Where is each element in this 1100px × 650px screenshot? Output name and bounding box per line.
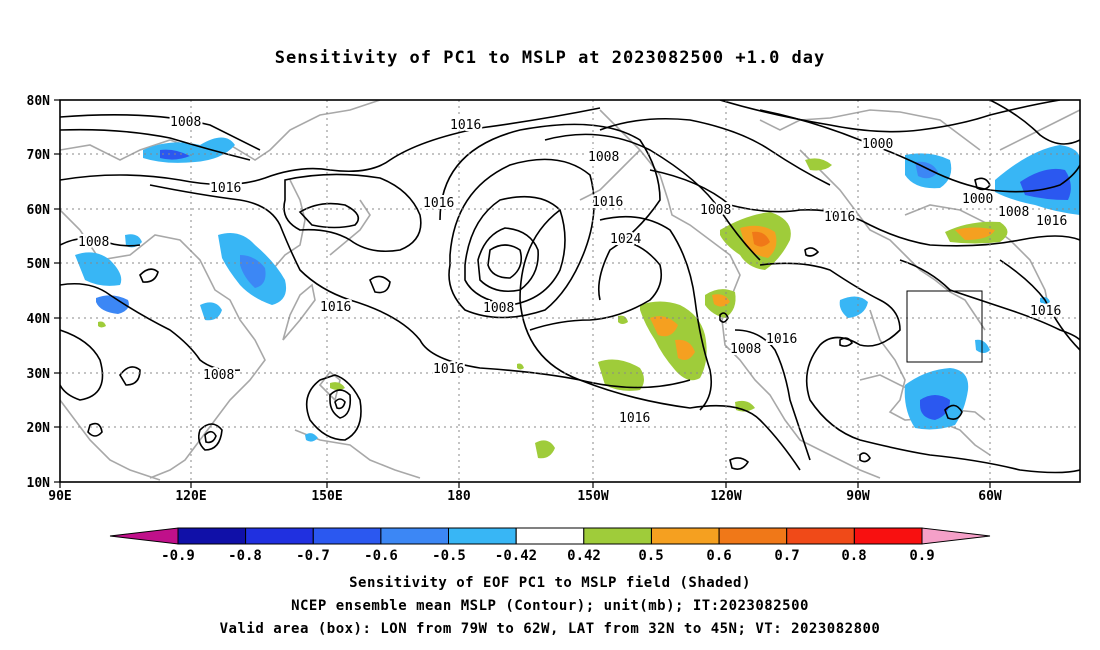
colorbar-boxes: [177, 527, 923, 545]
lat-label: 70N: [27, 148, 51, 163]
lon-label: 90W: [846, 489, 870, 504]
contour-label: 1016: [824, 210, 855, 225]
contour-label: 1000: [962, 192, 993, 207]
contour-label: 1016: [450, 118, 481, 133]
lat-label: 80N: [27, 94, 51, 109]
colorbar-labels: -0.9 -0.8 -0.7 -0.6 -0.5 -0.42 0.42 0.5 …: [161, 548, 935, 564]
contour-label: 1008: [203, 368, 234, 383]
contour-label: 1016: [1036, 214, 1067, 229]
lon-label: 150W: [577, 489, 608, 504]
shading-positive: [98, 158, 1008, 459]
colorbar-label: 0.5: [638, 548, 663, 564]
footer-line-3: Valid area (box): LON from 79W to 62W, L…: [219, 621, 881, 637]
colorbar-box: [448, 527, 517, 545]
contour-label: 1008: [700, 203, 731, 218]
lon-label: 120E: [175, 489, 206, 504]
contour-label: 1008: [78, 235, 109, 250]
colorbar-high-arrow: [921, 527, 991, 545]
contour-label: 1016: [433, 362, 464, 377]
colorbar-box: [718, 527, 788, 545]
colorbar-box: [312, 527, 382, 545]
colorbar-box: [380, 527, 449, 545]
lat-labels: 80N 70N 60N 50N 40N 30N 20N 10N: [27, 94, 51, 491]
contour-label: 1016: [423, 196, 454, 211]
lon-label: 120W: [710, 489, 741, 504]
contour-label: 1016: [619, 411, 650, 426]
map-frame: [59, 99, 1081, 483]
colorbar-label: 0.6: [706, 548, 731, 564]
contour-label: 1016: [320, 300, 351, 315]
contour-label: 1016: [766, 332, 797, 347]
colorbar-label: -0.9: [161, 548, 195, 564]
lat-label: 30N: [27, 367, 51, 382]
colorbar-label: 0.9: [909, 548, 934, 564]
contour-labels: 1008 1016 1008 1016 1016 1016 1024 1008 …: [76, 113, 1069, 428]
contour-label: 1008: [998, 205, 1029, 220]
contour-label: 1016: [210, 181, 241, 196]
colorbar-label: -0.6: [364, 548, 398, 564]
colorbar-label: 0.8: [841, 548, 866, 564]
colorbar-low-arrow: [109, 527, 179, 545]
contour-label: 1016: [1030, 304, 1061, 319]
colorbar-box: [786, 527, 855, 545]
colorbar-box: [515, 527, 585, 545]
colorbar-label: 0.7: [774, 548, 799, 564]
lat-label: 50N: [27, 257, 51, 272]
footer-line-1: Sensitivity of EOF PC1 to MSLP field (Sh…: [349, 575, 751, 591]
colorbar-box: [583, 527, 652, 545]
axis-ticks: [54, 99, 991, 488]
lon-label: 180: [447, 489, 471, 504]
contour-label: 1000: [862, 137, 893, 152]
contour-label: 1008: [730, 342, 761, 357]
footer-line-2: NCEP ensemble mean MSLP (Contour); unit(…: [291, 598, 809, 614]
contour-label: 1024: [610, 232, 641, 247]
contour-label: 1008: [170, 115, 201, 130]
colorbar-box: [853, 527, 923, 545]
colorbar-box: [245, 527, 314, 545]
lon-label: 90E: [48, 489, 71, 504]
lat-label: 60N: [27, 203, 51, 218]
colorbar-label: -0.8: [228, 548, 262, 564]
lon-label: 60W: [978, 489, 1002, 504]
valid-area-box: [906, 290, 983, 363]
colorbar-label: 0.42: [567, 548, 601, 564]
lon-label: 150E: [311, 489, 342, 504]
colorbar: -0.9 -0.8 -0.7 -0.6 -0.5 -0.42 0.42 0.5 …: [109, 527, 991, 564]
lat-label: 40N: [27, 312, 51, 327]
lat-label: 20N: [27, 421, 51, 436]
colorbar-label: -0.42: [495, 548, 537, 564]
lon-labels: 90E 120E 150E 180 150W 120W 90W 60W: [48, 489, 1002, 504]
lat-label: 10N: [27, 476, 51, 491]
colorbar-box: [177, 527, 247, 545]
colorbar-label: -0.5: [432, 548, 466, 564]
graticule: [60, 100, 1080, 482]
contour-label: 1016: [592, 195, 623, 210]
contour-label: 1008: [588, 150, 619, 165]
map-title: Sensitivity of PC1 to MSLP at 2023082500…: [274, 48, 826, 68]
colorbar-box: [651, 527, 720, 545]
contour-label: 1008: [483, 301, 514, 316]
colorbar-label: -0.7: [296, 548, 330, 564]
